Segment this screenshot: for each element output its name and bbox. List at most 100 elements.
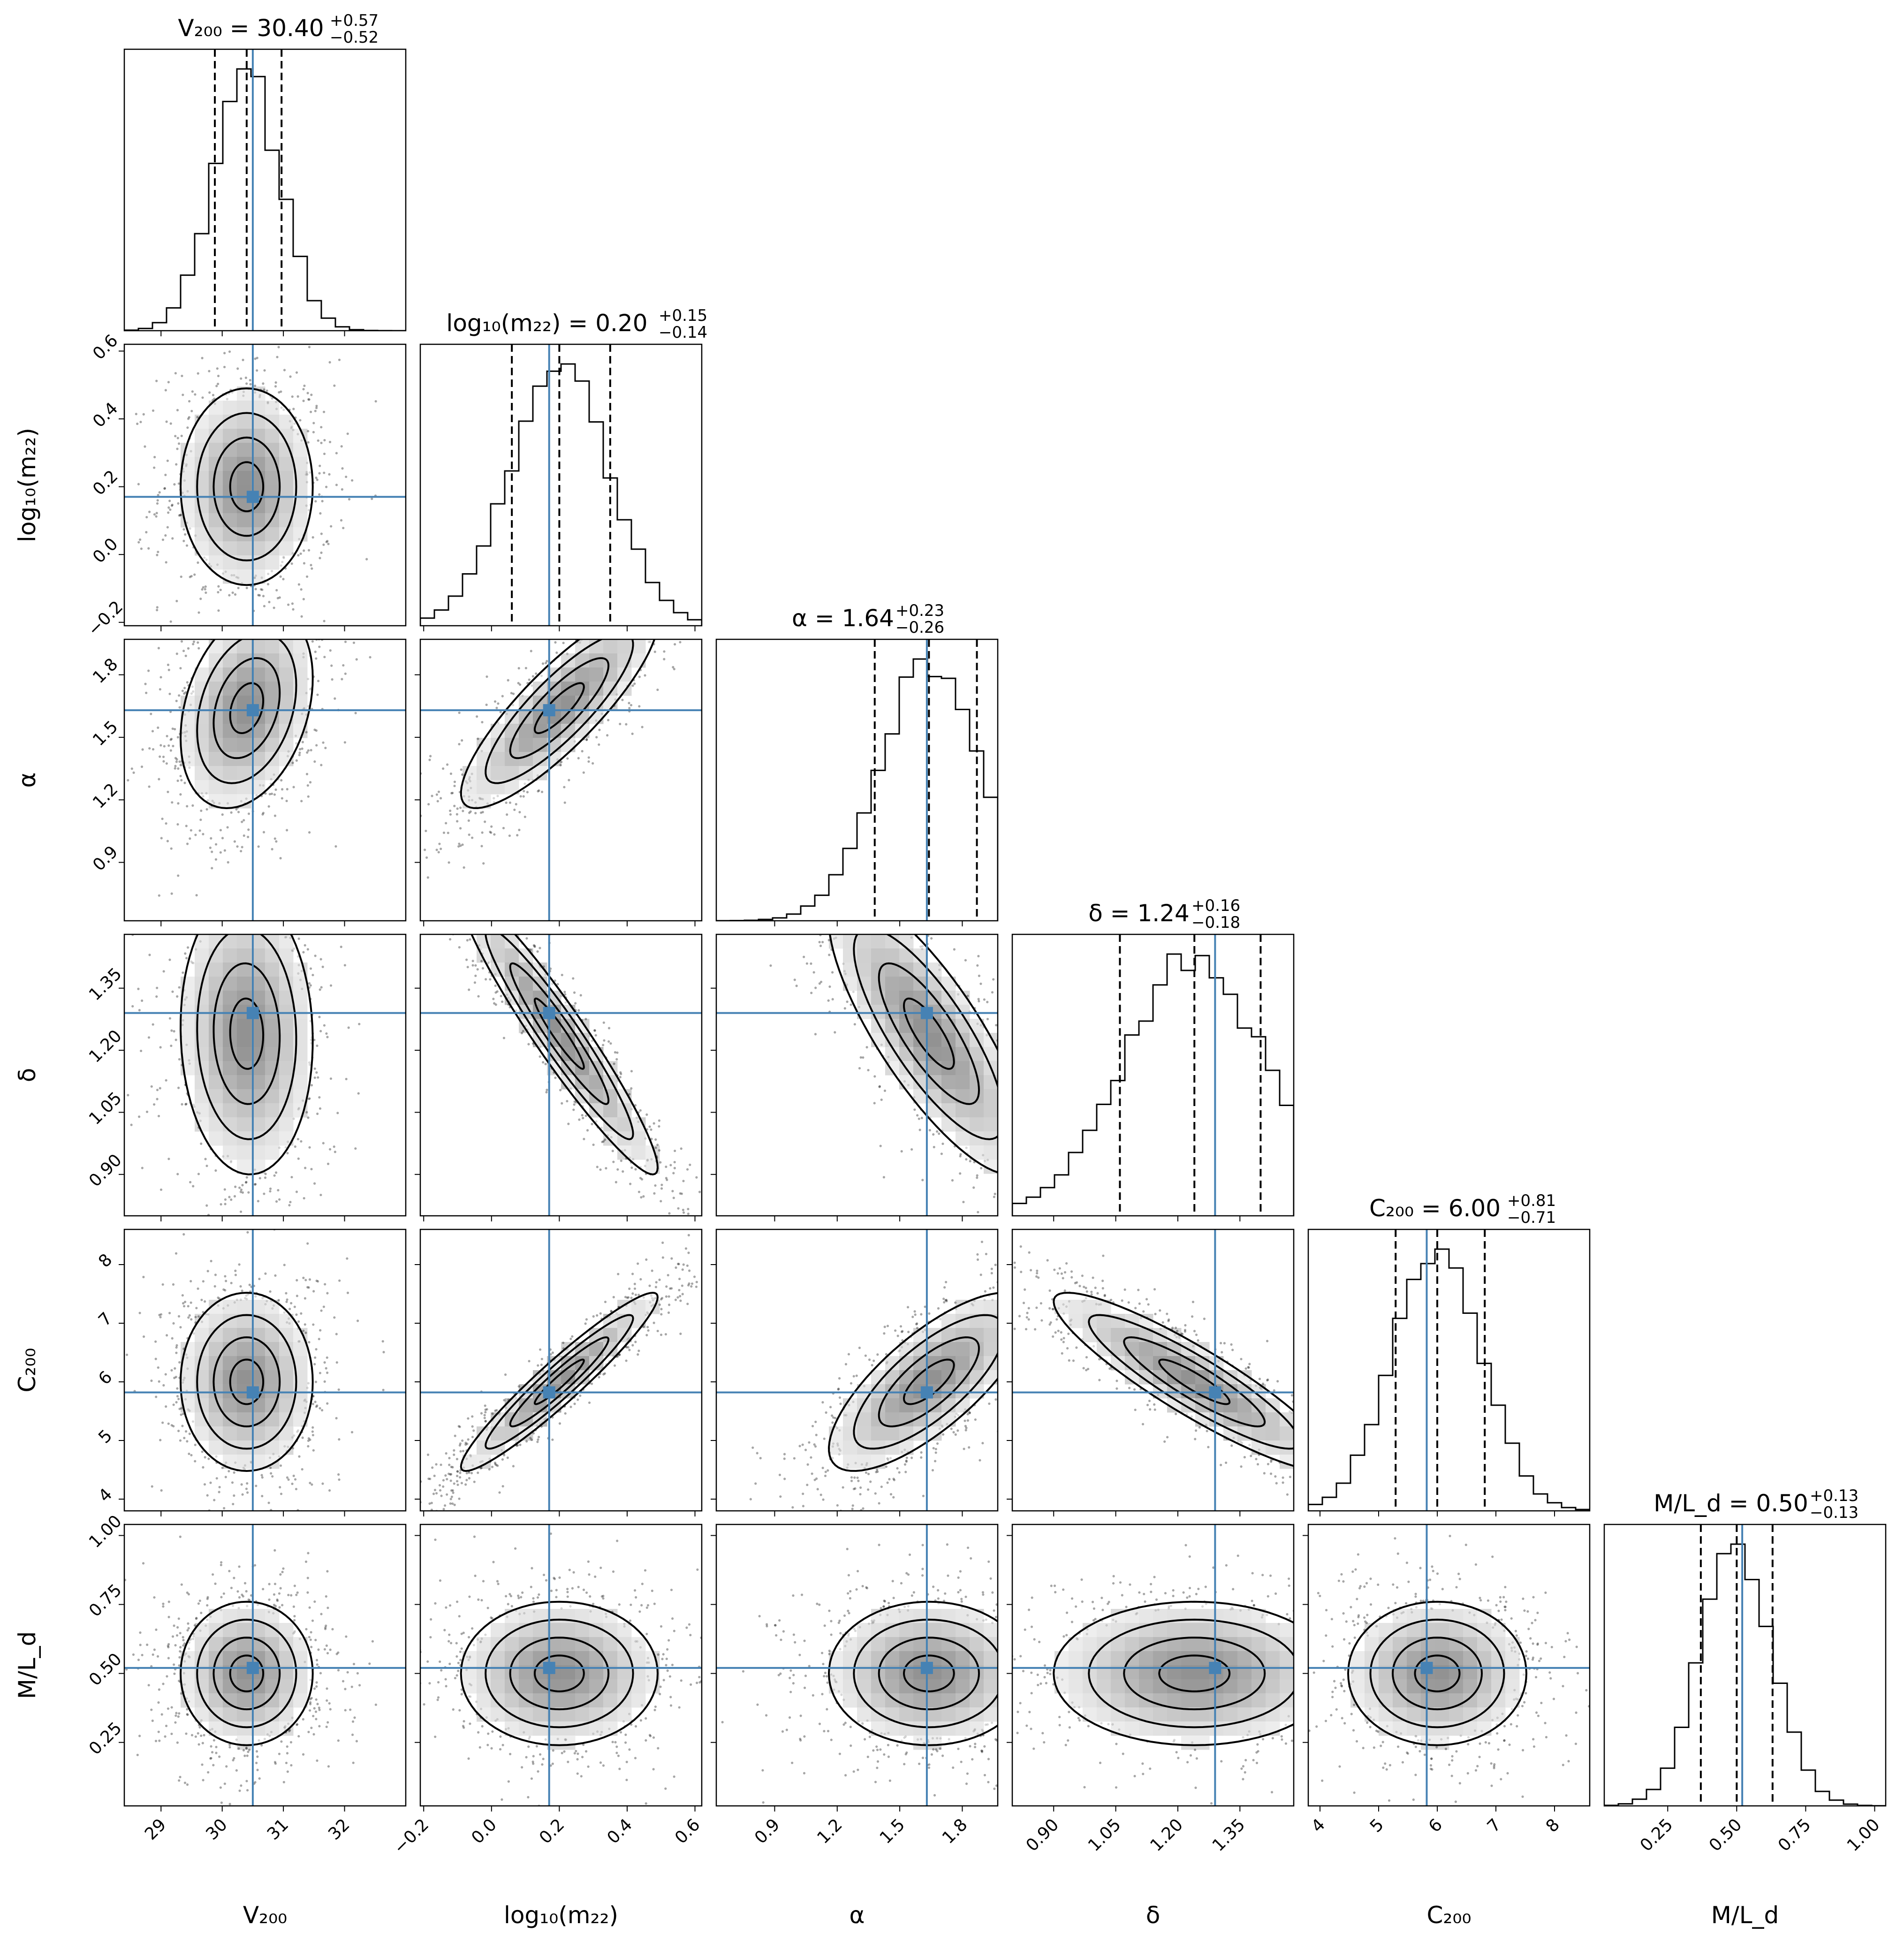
sample-point (561, 1102, 563, 1105)
sample-point (186, 946, 190, 949)
sample-point (171, 801, 174, 804)
sample-point (323, 1648, 326, 1651)
sample-point (449, 809, 452, 812)
sample-point (231, 1481, 234, 1484)
sample-point (1325, 1429, 1327, 1431)
sample-point (329, 585, 331, 588)
sample-point (190, 1734, 194, 1736)
sample-point (674, 1298, 677, 1301)
sample-point (254, 1781, 257, 1784)
sample-point (197, 1236, 199, 1238)
sample-point (529, 1437, 532, 1440)
sample-point (679, 1241, 681, 1243)
sample-point (1322, 1460, 1324, 1463)
sample-point (342, 664, 345, 667)
y-tick-label: 7 (95, 1309, 116, 1330)
sample-point (751, 1446, 754, 1449)
sample-point (1379, 1470, 1381, 1472)
sample-point (184, 533, 187, 536)
sample-point (179, 1632, 182, 1635)
sample-point (1009, 1299, 1011, 1301)
sample-point (296, 1295, 299, 1297)
sample-point (218, 874, 220, 877)
sample-point (625, 1359, 628, 1362)
sample-point (1294, 1480, 1297, 1482)
sample-point (1369, 1473, 1372, 1475)
sample-point (501, 1458, 504, 1461)
y-tick-label: 4 (95, 1485, 116, 1506)
sample-point (1365, 1502, 1368, 1504)
sample-point (506, 813, 508, 816)
sample-point (461, 918, 463, 920)
sample-point (292, 1474, 295, 1477)
sample-point (168, 1311, 171, 1314)
sample-point (322, 630, 325, 633)
sample-point (225, 1540, 228, 1543)
sample-point (465, 898, 468, 901)
sample-point (859, 1056, 862, 1059)
panel-frame (123, 343, 407, 627)
sample-point (850, 1003, 852, 1006)
sample-point (336, 1112, 339, 1114)
sample-point (554, 1076, 557, 1079)
sample-point (522, 795, 525, 798)
sample-point (727, 1576, 729, 1578)
sample-point (145, 531, 148, 534)
sample-point (630, 704, 633, 706)
sample-point (213, 1285, 216, 1288)
histogram-step (124, 68, 406, 331)
sample-point (305, 612, 307, 614)
sample-point (600, 621, 602, 623)
sample-point (310, 1167, 313, 1171)
sample-point (318, 645, 321, 648)
sample-point (1051, 1245, 1053, 1247)
sample-point (283, 828, 286, 831)
sample-point (264, 1272, 267, 1275)
sample-point (504, 1373, 507, 1376)
sample-point (495, 706, 498, 709)
sample-point (155, 995, 158, 998)
sample-point (223, 352, 226, 355)
sample-point (502, 1037, 506, 1039)
sample-point (977, 1211, 979, 1213)
sample-point (802, 1493, 804, 1495)
sample-point (1329, 1487, 1331, 1489)
sample-point (306, 556, 309, 558)
sample-point (1013, 1327, 1016, 1330)
sample-point (1163, 1440, 1166, 1443)
sample-point (321, 500, 324, 502)
sample-point (1147, 1303, 1150, 1306)
sample-point (1040, 1319, 1043, 1322)
sample-point (648, 621, 651, 623)
sample-point (903, 927, 905, 929)
sample-point (865, 879, 867, 881)
sample-point (665, 1295, 668, 1298)
sample-point (305, 1111, 308, 1114)
sample-point (275, 589, 278, 591)
sample-point (173, 1030, 175, 1033)
sample-point (660, 1183, 663, 1186)
sample-point (1063, 1271, 1067, 1274)
sample-point (382, 832, 384, 834)
sample-point (467, 1438, 470, 1441)
sample-point (851, 1508, 854, 1510)
sample-point (594, 1034, 597, 1037)
sample-point (669, 1287, 672, 1290)
sample-point (197, 1602, 200, 1605)
sample-point (278, 596, 281, 599)
sample-point (276, 1598, 279, 1601)
sample-point (638, 705, 641, 708)
sample-point (639, 1176, 642, 1180)
sample-point (1001, 1063, 1003, 1066)
sample-point (182, 539, 185, 542)
sample-point (645, 1113, 648, 1116)
sample-point (959, 1172, 962, 1175)
sample-point (271, 848, 273, 850)
sample-point (979, 1459, 981, 1462)
sample-point (307, 1116, 310, 1119)
sample-point (783, 1478, 786, 1480)
sample-point (160, 1489, 163, 1492)
sample-point (1036, 1175, 1038, 1178)
sample-point (307, 549, 311, 552)
sample-point (200, 1298, 203, 1301)
